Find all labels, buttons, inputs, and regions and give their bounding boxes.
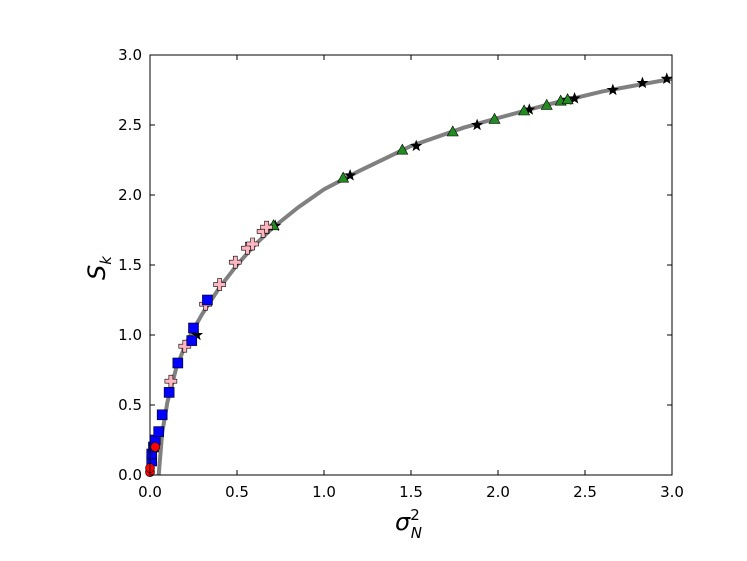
point bbox=[188, 322, 199, 334]
y-tick-label: 1.0 bbox=[118, 326, 142, 344]
point bbox=[202, 294, 213, 306]
y-label-base: S bbox=[83, 265, 111, 280]
y-tick-label: 1.5 bbox=[118, 256, 142, 274]
point bbox=[660, 72, 672, 84]
y-axis-label: Sk bbox=[83, 255, 115, 280]
point bbox=[186, 335, 198, 346]
point bbox=[344, 169, 357, 181]
point bbox=[156, 409, 168, 421]
point bbox=[518, 104, 531, 116]
point bbox=[153, 426, 164, 437]
point bbox=[471, 118, 484, 131]
plot-area bbox=[150, 55, 672, 475]
point bbox=[540, 98, 553, 110]
point bbox=[410, 139, 423, 152]
point bbox=[246, 237, 259, 251]
x-label-base: σ bbox=[395, 508, 411, 536]
plot-frame bbox=[149, 54, 673, 476]
point bbox=[163, 387, 175, 398]
y-tick-label: 2.0 bbox=[118, 186, 142, 204]
point bbox=[568, 92, 581, 104]
x-label-sub: N bbox=[411, 524, 422, 542]
x-label-sup: 2 bbox=[410, 506, 420, 524]
point bbox=[396, 143, 409, 155]
point bbox=[606, 83, 619, 96]
plot-content bbox=[145, 72, 672, 478]
y-tick-label: 2.5 bbox=[118, 116, 142, 134]
x-tick-label: 2.0 bbox=[486, 483, 510, 501]
point bbox=[337, 171, 350, 183]
point bbox=[172, 357, 184, 369]
x-tick-label: 1.5 bbox=[399, 483, 423, 501]
point bbox=[228, 255, 242, 269]
y-tick-label: 3.0 bbox=[118, 46, 142, 64]
x-tick-label: 3.0 bbox=[660, 483, 684, 501]
y-tick-label: 0.0 bbox=[118, 466, 142, 484]
y-label-sub: k bbox=[97, 255, 115, 265]
x-tick-label: 2.5 bbox=[573, 483, 597, 501]
x-axis-label: σ2 N bbox=[395, 506, 422, 542]
x-tick-label: 0.0 bbox=[138, 483, 162, 501]
point bbox=[150, 442, 161, 452]
point bbox=[636, 76, 649, 89]
y-tick-label: 0.5 bbox=[118, 396, 142, 414]
point bbox=[488, 112, 501, 124]
point bbox=[260, 220, 273, 234]
point bbox=[213, 278, 226, 291]
x-tick-label: 1.0 bbox=[312, 483, 336, 501]
point bbox=[446, 125, 459, 137]
x-tick-label: 0.5 bbox=[225, 483, 249, 501]
point bbox=[561, 93, 574, 105]
